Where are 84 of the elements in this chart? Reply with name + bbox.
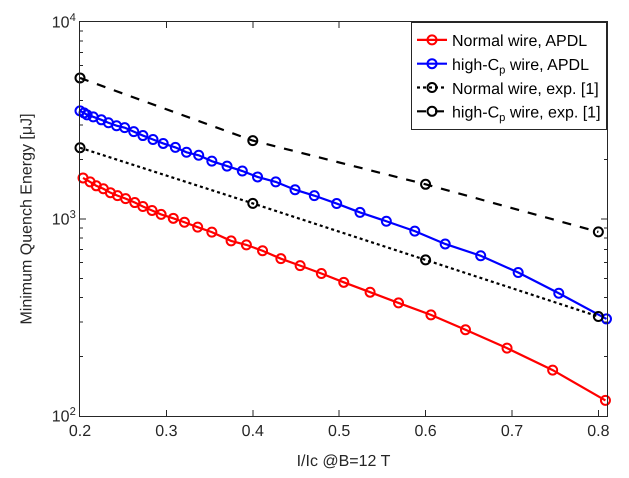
point <box>168 212 179 224</box>
x-axis-title: I/Ic @B=12 T <box>296 452 391 470</box>
point <box>331 198 342 210</box>
legend-label: high-C$_{p}$ wire, APDL <box>452 56 590 76</box>
point <box>553 288 564 299</box>
point <box>178 216 190 228</box>
point <box>137 130 148 142</box>
point <box>316 268 327 279</box>
y-tick-label: 10$^{4}$ <box>52 12 76 32</box>
point <box>170 142 181 153</box>
point <box>74 105 86 116</box>
point <box>547 364 558 376</box>
point <box>193 150 204 161</box>
point <box>380 216 392 227</box>
point <box>96 114 107 126</box>
point <box>78 107 90 118</box>
x-tick-label: 0.6 <box>414 423 437 440</box>
point <box>294 260 306 272</box>
point <box>440 238 451 250</box>
point <box>592 310 604 322</box>
point <box>502 342 513 354</box>
point <box>128 126 140 138</box>
point <box>112 190 123 202</box>
point <box>74 72 86 84</box>
point <box>129 197 140 208</box>
point <box>290 184 301 196</box>
legend-label: Normal wire, APDL <box>452 33 588 50</box>
point <box>592 226 604 238</box>
point <box>409 226 420 237</box>
point <box>119 122 130 134</box>
x-tick-label: 0.3 <box>155 423 178 440</box>
point <box>88 111 99 122</box>
point <box>74 142 86 154</box>
point <box>102 117 114 128</box>
x-tick-label: 0.2 <box>68 423 92 440</box>
point <box>146 204 158 216</box>
x-tick-label: 0.7 <box>500 423 524 440</box>
legend-label: high-C$_{p}$ wire, exp. [1] <box>452 104 601 124</box>
point <box>364 286 376 298</box>
point <box>84 176 96 188</box>
point <box>148 134 158 146</box>
point <box>98 183 109 194</box>
point <box>226 235 237 246</box>
point <box>111 120 122 132</box>
legend-label: Normal wire, exp. [1] <box>452 80 599 98</box>
point <box>247 198 258 209</box>
point <box>240 239 252 250</box>
point <box>236 166 248 177</box>
point <box>420 254 432 266</box>
point <box>600 394 611 406</box>
point <box>206 226 218 238</box>
point <box>257 245 268 256</box>
point <box>512 267 524 278</box>
point <box>475 250 486 262</box>
y-tick-label: 10$^{2}$ <box>52 406 76 426</box>
point <box>206 156 218 167</box>
x-tick-label: 0.8 <box>587 423 610 440</box>
point <box>82 109 93 120</box>
point <box>275 253 286 264</box>
point <box>192 222 204 233</box>
point <box>425 309 436 320</box>
point <box>393 297 404 308</box>
point <box>90 180 102 192</box>
point <box>420 178 432 190</box>
point <box>120 193 132 204</box>
point <box>270 176 282 188</box>
point <box>338 276 350 288</box>
point <box>460 324 471 336</box>
point <box>156 208 167 220</box>
y-axis-title: Minimum Quench Energy [μJ] <box>18 113 36 325</box>
point <box>600 313 612 324</box>
point <box>354 206 366 218</box>
point <box>137 201 148 212</box>
point <box>78 172 89 184</box>
y-tick-label: 10$^{3}$ <box>52 208 76 229</box>
x-tick-label: 0.5 <box>328 423 350 440</box>
point <box>308 190 320 202</box>
point <box>222 160 233 172</box>
point <box>252 171 264 182</box>
x-tick-label: 0.4 <box>242 423 264 440</box>
point <box>104 187 116 198</box>
point <box>158 138 169 149</box>
point <box>247 135 258 146</box>
point <box>181 146 192 158</box>
